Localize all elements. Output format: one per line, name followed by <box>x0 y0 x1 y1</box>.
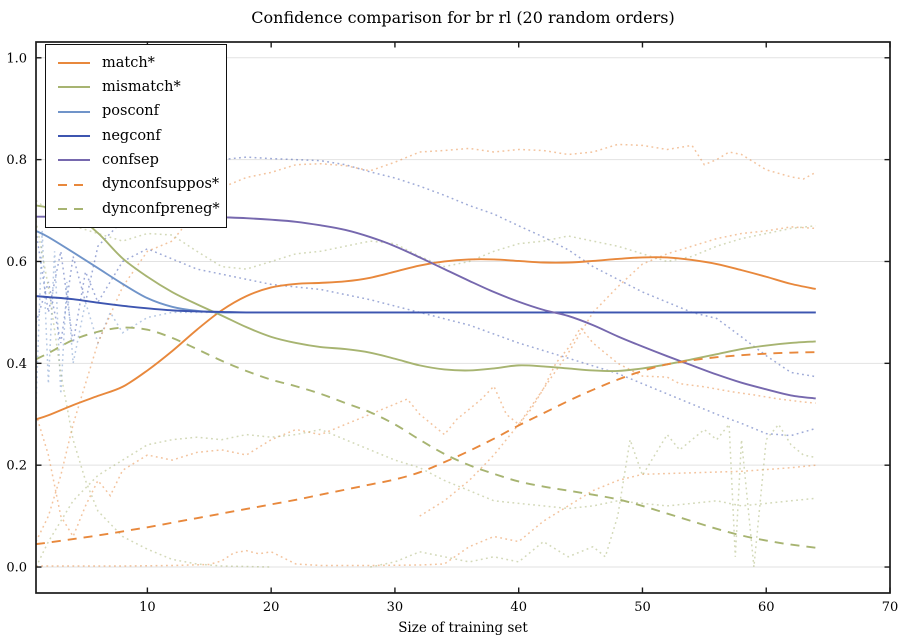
legend-line-sample <box>58 86 90 89</box>
series-mismatch <box>36 204 816 373</box>
legend-line-sample <box>58 135 90 137</box>
series-dynconfpreneg <box>36 326 816 549</box>
y-tick-label: 0.2 <box>6 459 27 474</box>
y-tick-label: 1.0 <box>6 51 27 66</box>
series-match <box>36 256 816 421</box>
legend-line-sample <box>58 159 90 162</box>
legend-entry-match: match* <box>57 51 226 75</box>
x-tick-label: 10 <box>139 600 156 615</box>
x-axis-label: Size of training set <box>398 620 528 636</box>
series-run-olive-c <box>370 422 816 568</box>
series-run-orange-d <box>419 226 816 517</box>
legend-line-sample <box>58 110 90 113</box>
x-tick-label: 40 <box>510 600 527 615</box>
series-confsep <box>36 214 816 400</box>
legend-label: negconf <box>102 127 161 144</box>
legend-line-sample <box>58 183 90 186</box>
x-tick-label: 20 <box>263 600 280 615</box>
legend-entry-dynconfsuppos: dynconfsuppos* <box>57 172 226 196</box>
x-tick-label: 70 <box>882 600 899 615</box>
series-run-orange-c <box>36 326 816 539</box>
series-run-orange-b <box>36 464 816 567</box>
legend-label: dynconfpreneg* <box>102 200 220 217</box>
series-run-olive-b <box>36 428 816 568</box>
legend-entry-posconf: posconf <box>57 100 226 124</box>
legend-line-sample <box>58 207 90 210</box>
x-tick-label: 60 <box>758 600 775 615</box>
legend-label: posconf <box>102 103 160 120</box>
legend-box: match* mismatch* posconf negconf confsep dync… <box>45 44 227 228</box>
series-negconf <box>36 295 816 314</box>
series-run-orange-a <box>36 143 817 542</box>
y-tick-label: 0.0 <box>6 561 27 576</box>
series-run-lightblue <box>36 230 222 405</box>
legend-entry-negconf: negconf <box>57 124 226 148</box>
legend-entry-mismatch: mismatch* <box>57 75 226 99</box>
series-run-olive-d <box>36 220 272 568</box>
x-tick-label: 50 <box>634 600 651 615</box>
series-posconf <box>36 230 816 314</box>
chart-title: Confidence comparison for br rl (20 rand… <box>251 8 675 27</box>
legend-entry-confsep: confsep <box>57 148 226 172</box>
series-dynconfsuppos <box>36 351 816 546</box>
legend-label: dynconfsuppos* <box>102 176 220 193</box>
y-tick-label: 0.6 <box>6 255 27 270</box>
legend-label: match* <box>102 54 155 71</box>
y-tick-label: 0.4 <box>6 357 27 372</box>
axes-spines <box>35 41 891 594</box>
legend-label: mismatch* <box>102 79 181 96</box>
legend-entry-dynconfpreneg: dynconfpreneg* <box>57 197 226 221</box>
x-tick-label: 30 <box>387 600 404 615</box>
legend-label: confsep <box>102 152 159 169</box>
y-tick-label: 0.8 <box>6 153 27 168</box>
legend-line-sample <box>58 62 90 65</box>
